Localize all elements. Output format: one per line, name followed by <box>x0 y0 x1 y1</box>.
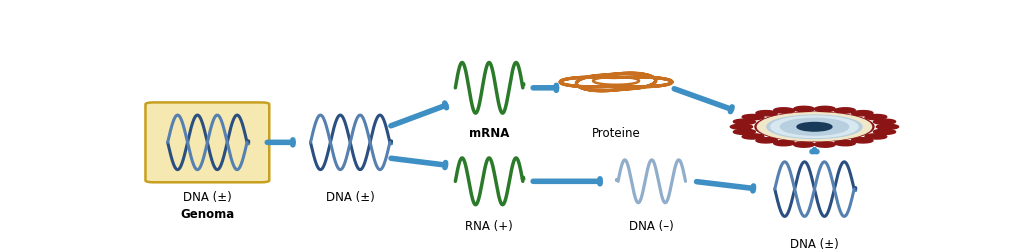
Ellipse shape <box>852 111 872 116</box>
Ellipse shape <box>756 111 777 116</box>
Text: Proteine: Proteine <box>592 126 640 139</box>
Ellipse shape <box>774 108 795 114</box>
Circle shape <box>797 123 831 132</box>
Text: DNA (±): DNA (±) <box>326 190 375 203</box>
Circle shape <box>771 117 858 138</box>
Ellipse shape <box>794 142 814 148</box>
FancyBboxPatch shape <box>145 103 269 182</box>
Ellipse shape <box>877 125 899 130</box>
Ellipse shape <box>756 138 777 143</box>
Circle shape <box>767 116 862 139</box>
Ellipse shape <box>852 138 872 143</box>
Text: DNA (±): DNA (±) <box>791 237 839 250</box>
Ellipse shape <box>814 107 836 112</box>
Ellipse shape <box>873 130 896 135</box>
Ellipse shape <box>733 120 756 125</box>
Ellipse shape <box>873 120 896 125</box>
Ellipse shape <box>865 115 887 120</box>
Ellipse shape <box>774 141 795 146</box>
Text: Genoma: Genoma <box>180 207 234 220</box>
Ellipse shape <box>865 134 887 140</box>
Ellipse shape <box>835 108 855 114</box>
Ellipse shape <box>733 130 756 135</box>
Ellipse shape <box>742 134 764 140</box>
Ellipse shape <box>835 141 855 146</box>
Ellipse shape <box>814 142 836 148</box>
Text: DNA (±): DNA (±) <box>183 190 231 203</box>
Ellipse shape <box>742 115 764 120</box>
Text: RNA (+): RNA (+) <box>465 219 513 232</box>
Ellipse shape <box>730 125 753 130</box>
Text: DNA (–): DNA (–) <box>630 219 674 232</box>
Circle shape <box>758 113 871 141</box>
Circle shape <box>755 113 874 142</box>
Text: mRNA: mRNA <box>469 126 509 139</box>
Circle shape <box>780 119 849 136</box>
Ellipse shape <box>794 107 814 112</box>
